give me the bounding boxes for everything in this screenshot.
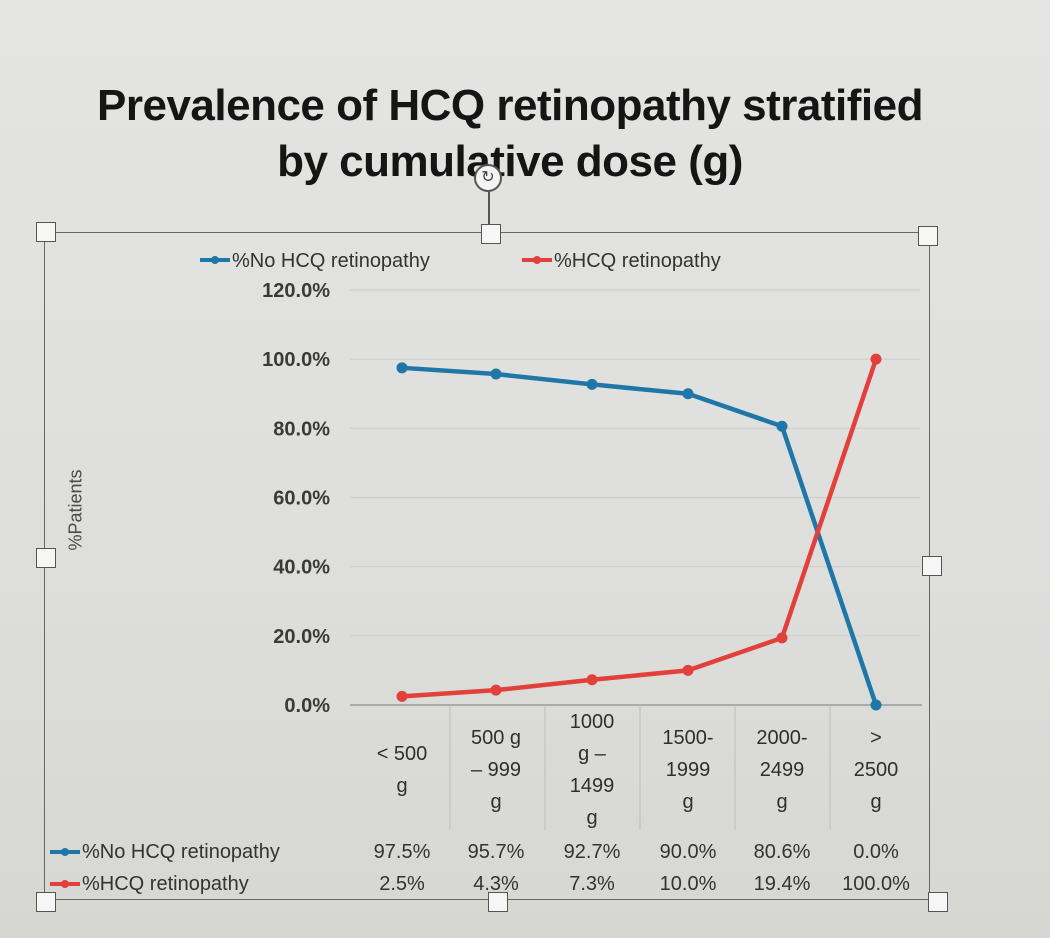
data-table-cell: 95.7% <box>468 841 525 863</box>
data-table-cell: 7.3% <box>569 873 615 895</box>
table-row-label: %No HCQ retinopathy <box>82 841 280 863</box>
data-point <box>870 353 882 365</box>
data-table-cell: 92.7% <box>564 841 621 863</box>
x-category-label: 2000- <box>756 727 807 749</box>
x-category-label: g <box>870 791 881 813</box>
resize-handle-bottom-right[interactable] <box>928 892 948 912</box>
x-category-label: 2500 <box>854 759 899 781</box>
y-tick-label: 80.0% <box>273 418 330 440</box>
data-table-cell: 90.0% <box>660 841 717 863</box>
resize-handle-bottom-center[interactable] <box>488 892 508 912</box>
data-point <box>776 632 788 644</box>
x-category-label: 1499 <box>570 775 615 797</box>
data-point <box>396 690 408 702</box>
table-row-label: %HCQ retinopathy <box>82 873 249 895</box>
legend-swatch-marker <box>533 256 541 264</box>
rotate-handle-stem <box>488 192 490 228</box>
resize-handle-middle-right[interactable] <box>922 556 942 576</box>
x-category-label: < 500 <box>377 743 428 765</box>
data-table-cell: 19.4% <box>754 873 811 895</box>
series-line-no-retinopathy <box>401 365 879 706</box>
y-tick-label: 100.0% <box>262 349 330 371</box>
legend-label: %No HCQ retinopathy <box>232 250 430 272</box>
x-category-label: g <box>490 791 501 813</box>
data-point <box>870 699 882 711</box>
x-category-label: > <box>870 727 882 749</box>
data-point <box>586 378 598 390</box>
slide-title-line-1: Prevalence of HCQ retinopathy stratified <box>97 81 924 130</box>
x-category-label: – 999 <box>471 759 521 781</box>
slide-title[interactable]: Prevalence of HCQ retinopathy stratified… <box>30 78 990 190</box>
data-table-cell: 100.0% <box>842 873 910 895</box>
resize-handle-top-center[interactable] <box>481 224 501 244</box>
y-tick-label: 120.0% <box>262 280 330 302</box>
legend-swatch-marker <box>211 256 219 264</box>
data-table-cell: 4.3% <box>473 873 519 895</box>
data-point <box>776 420 788 432</box>
y-tick-label: 60.0% <box>273 488 330 510</box>
slide-title-line-2: by cumulative dose (g) <box>277 137 743 186</box>
x-category-label: g <box>776 791 787 813</box>
data-point <box>396 362 408 374</box>
x-category-label: 1999 <box>666 759 711 781</box>
legend-label: %HCQ retinopathy <box>554 250 721 272</box>
data-point <box>682 664 694 676</box>
y-tick-label: 0.0% <box>284 695 330 717</box>
table-row-swatch-marker <box>61 880 69 888</box>
x-category-label: g <box>682 791 693 813</box>
x-category-label: g <box>586 807 597 829</box>
data-table-cell: 10.0% <box>660 873 717 895</box>
data-table-cell: 2.5% <box>379 873 425 895</box>
x-category-label: 1000 <box>570 711 615 733</box>
x-category-label: 1500- <box>662 727 713 749</box>
table-row-swatch-marker <box>61 848 69 856</box>
series-line-retinopathy <box>401 358 879 699</box>
resize-handle-bottom-left[interactable] <box>36 892 56 912</box>
data-table-cell: 80.6% <box>754 841 811 863</box>
rotate-handle-icon[interactable]: ↻ <box>474 164 502 192</box>
y-tick-label: 40.0% <box>273 557 330 579</box>
resize-handle-top-left[interactable] <box>36 222 56 242</box>
x-category-label: g – <box>578 743 607 765</box>
data-point <box>682 388 694 400</box>
y-tick-label: 20.0% <box>273 626 330 648</box>
data-point <box>490 368 502 380</box>
data-table-cell: 97.5% <box>374 841 431 863</box>
x-category-label: 500 g <box>471 727 521 749</box>
data-point <box>586 674 598 686</box>
x-category-label: 2499 <box>760 759 805 781</box>
resize-handle-middle-left[interactable] <box>36 548 56 568</box>
data-point <box>490 684 502 696</box>
x-category-label: g <box>396 775 407 797</box>
data-table-cell: 0.0% <box>853 841 899 863</box>
resize-handle-top-right[interactable] <box>918 226 938 246</box>
